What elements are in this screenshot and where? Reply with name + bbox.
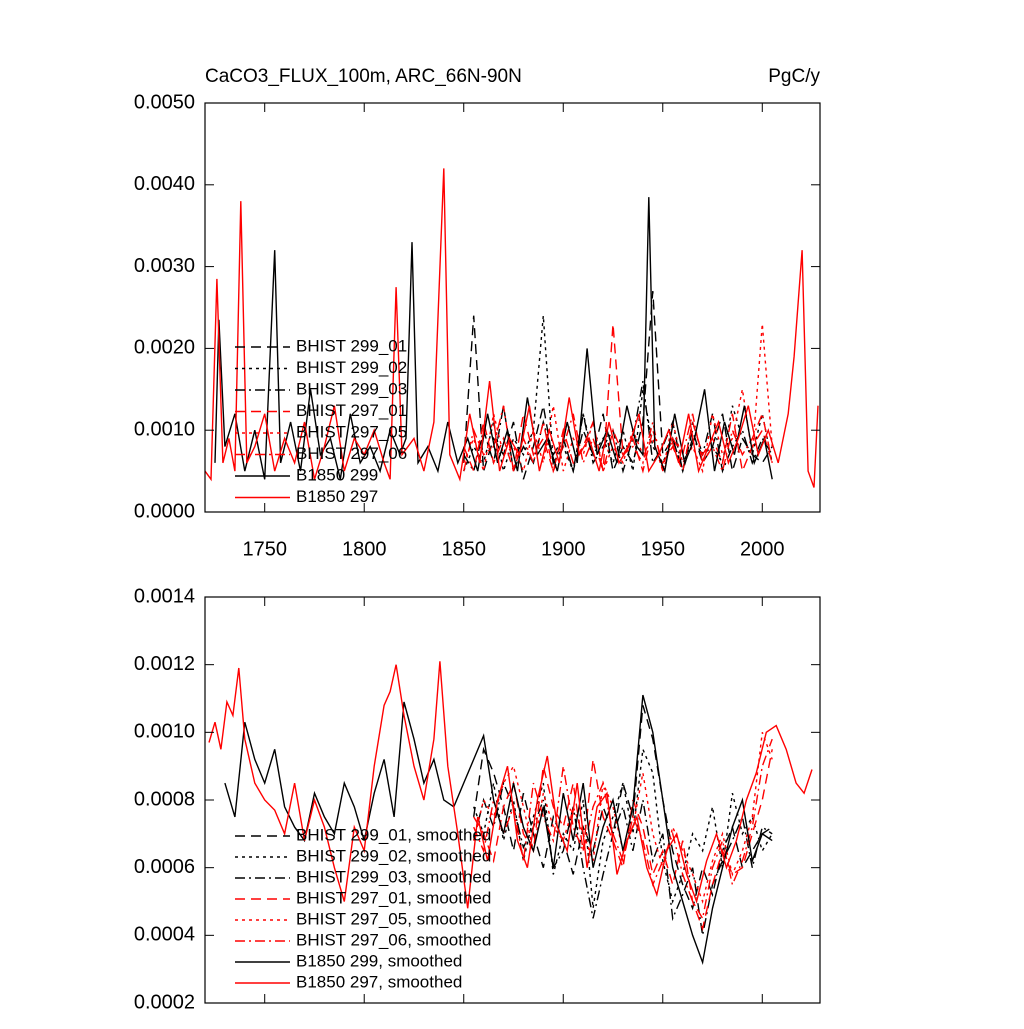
legend-label: BHIST 297_06, smoothed	[296, 930, 491, 949]
legend-label: BHIST 297_06	[296, 444, 407, 463]
series-line	[473, 780, 773, 936]
chart-title: CaCO3_FLUX_100m, ARC_66N-90N	[205, 66, 522, 87]
series-line	[224, 694, 773, 966]
series-line	[473, 749, 773, 932]
x-tick-label: 2000	[740, 538, 785, 560]
y-tick-label: 0.0040	[134, 173, 195, 195]
series-line	[204, 168, 819, 488]
legend-label: B1850 297, smoothed	[296, 972, 462, 991]
y-tick-label: 0.0012	[134, 653, 195, 675]
legend-label: BHIST 299_01, smoothed	[296, 825, 491, 844]
series-line	[463, 315, 773, 474]
y-tick-label: 0.0008	[134, 788, 195, 810]
x-tick-label: 1850	[441, 538, 486, 560]
series-line	[473, 738, 773, 921]
x-tick-label: 1800	[342, 538, 387, 560]
legend-label: B1850 297	[296, 487, 378, 506]
legend-label: BHIST 299_02	[296, 358, 407, 377]
y-tick-label: 0.0010	[134, 418, 195, 440]
x-tick-label: 1950	[641, 538, 686, 560]
legend-label: BHIST 297_01	[296, 401, 407, 420]
series-line	[214, 197, 773, 480]
series-line	[473, 732, 773, 904]
legend-label: B1850 299	[296, 465, 378, 484]
y-tick-label: 0.0006	[134, 856, 195, 878]
y-tick-label: 0.0020	[134, 337, 195, 359]
x-tick-label: 1750	[242, 538, 287, 560]
legend-label: BHIST 297_05, smoothed	[296, 909, 491, 928]
y-tick-label: 0.0014	[134, 585, 195, 607]
series-line	[463, 405, 773, 474]
y-tick-label: 0.0000	[134, 500, 195, 522]
x-tick-label: 1900	[541, 538, 586, 560]
y-tick-label: 0.0030	[134, 255, 195, 277]
y-tick-label: 0.0050	[134, 91, 195, 113]
legend-label: BHIST 299_03, smoothed	[296, 867, 491, 886]
legend-label: BHIST 299_01	[296, 336, 407, 355]
legend-label: BHIST 299_03	[296, 379, 407, 398]
legend-label: BHIST 299_02, smoothed	[296, 846, 491, 865]
legend-label: BHIST 297_05	[296, 422, 407, 441]
units-label: PgC/y	[768, 66, 820, 87]
legend-label: BHIST 297_01, smoothed	[296, 888, 491, 907]
legend-label: B1850 299, smoothed	[296, 951, 462, 970]
y-tick-label: 0.0010	[134, 721, 195, 743]
y-tick-label: 0.0002	[134, 991, 195, 1013]
plot-frame	[204, 102, 821, 513]
y-tick-label: 0.0004	[134, 924, 195, 946]
series-line	[208, 661, 813, 909]
